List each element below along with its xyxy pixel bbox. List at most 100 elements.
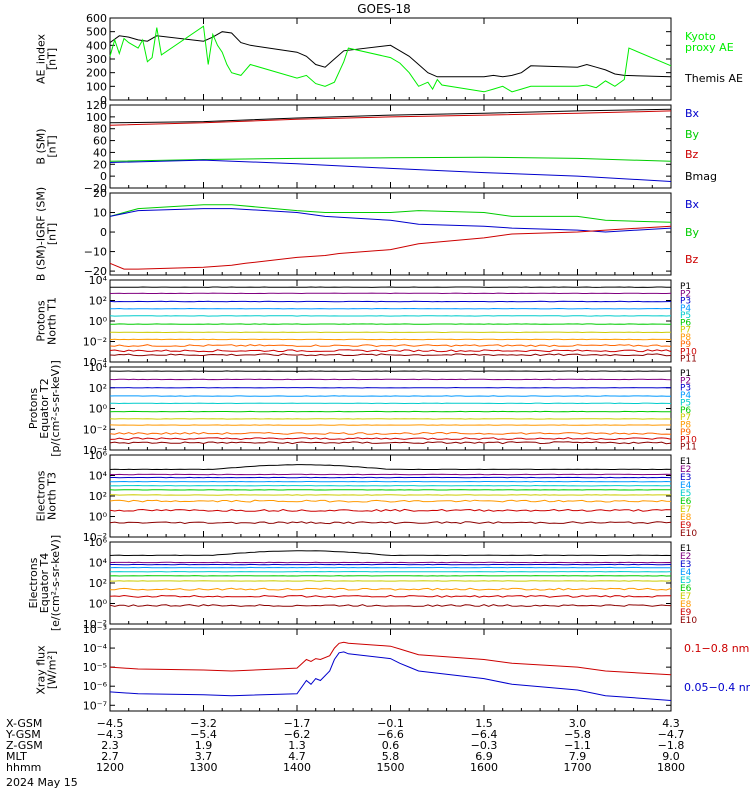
- panel-frame: [109, 104, 672, 189]
- channel-line: [109, 378, 672, 381]
- x-tick-label: −6.4: [471, 728, 498, 741]
- legend-entry: E9: [680, 608, 692, 618]
- legend-entry: P8: [680, 333, 691, 343]
- series-line: [109, 31, 672, 78]
- legend-entry: Bmag: [685, 170, 717, 183]
- y-tick-label: 10²: [89, 382, 107, 395]
- series-line: [109, 225, 672, 270]
- y-axis-title: Protons: [27, 388, 40, 429]
- legend-entry: Bz: [685, 148, 699, 161]
- legend-entry: E6: [680, 584, 692, 594]
- y-tick-label: 10⁴: [89, 557, 108, 570]
- legend-entry: P4: [680, 391, 691, 401]
- y-tick-label: 120: [86, 99, 107, 112]
- y-tick-label: 300: [86, 53, 107, 66]
- channel-line: [109, 594, 672, 598]
- legend-entry: By: [685, 128, 700, 141]
- y-tick-label: 10⁻²: [83, 531, 107, 544]
- y-tick-label: −20: [84, 265, 107, 278]
- panel-frame: [109, 17, 672, 101]
- x-tick-label: 1.3: [288, 739, 306, 752]
- y-tick-label: 10⁰: [89, 315, 108, 328]
- x-tick-label: −1.8: [658, 739, 685, 752]
- y-tick-label: 20: [93, 158, 107, 171]
- y-tick-label: 10⁰: [89, 511, 108, 524]
- x-tick-label: −4.7: [658, 728, 685, 741]
- legend-entry: Themis AE: [684, 72, 743, 85]
- y-tick-label: 60: [93, 135, 107, 148]
- x-tick-label: 7.9: [569, 750, 587, 763]
- legend-entry: 0.1−0.8 nm: [684, 642, 749, 655]
- x-tick-label: 1500: [377, 761, 405, 774]
- x-tick-label: 2.3: [101, 739, 119, 752]
- y-axis-title: [nT]: [46, 48, 59, 70]
- channel-line: [109, 338, 672, 341]
- x-tick-label: 4.3: [662, 717, 680, 730]
- channel-line: [109, 508, 672, 512]
- y-axis-title: North T3: [46, 472, 59, 520]
- y-tick-label: 10⁻⁶: [83, 680, 108, 693]
- legend-entry: P10: [680, 435, 697, 445]
- legend-entry: E3: [680, 560, 691, 570]
- legend-entry: P11: [680, 355, 697, 365]
- legend-entry: E4: [680, 568, 692, 578]
- y-axis-title: North T1: [46, 297, 59, 345]
- legend-entry: E10: [680, 529, 697, 539]
- channel-line: [109, 353, 672, 357]
- legend-entry: E4: [680, 481, 692, 491]
- x-tick-label: 1400: [283, 761, 311, 774]
- legend-entry: P1: [680, 282, 691, 292]
- y-tick-label: 10⁰: [89, 598, 108, 611]
- legend-entry: E9: [680, 521, 692, 531]
- legend-entry: E1: [680, 457, 691, 467]
- x-tick-label: 1600: [470, 761, 498, 774]
- x-tick-label: 2.7: [101, 750, 119, 763]
- channel-line: [109, 484, 672, 487]
- legend-entry: P6: [680, 318, 691, 328]
- legend-entry: E6: [680, 497, 692, 507]
- y-tick-label: 200: [86, 67, 107, 80]
- y-tick-label: 10⁻⁷: [83, 699, 107, 712]
- channel-line: [109, 395, 672, 397]
- legend-entry: P9: [680, 340, 691, 350]
- channel-line: [110, 370, 672, 372]
- legend-entry: proxy AE: [685, 41, 734, 54]
- legend-entry: P3: [680, 297, 691, 307]
- legend-entry: Bx: [685, 107, 700, 120]
- channel-line: [110, 580, 672, 582]
- y-tick-label: 10²: [89, 490, 107, 503]
- x-tick-label: 1.5: [475, 717, 493, 730]
- x-tick-label: −0.1: [377, 717, 404, 730]
- series-line: [109, 651, 672, 701]
- legend-entry: Bz: [685, 253, 699, 266]
- legend-entry: E1: [680, 544, 691, 554]
- x-row-label: X-GSM: [6, 717, 42, 730]
- x-row-label: Z-GSM: [6, 739, 43, 752]
- y-tick-label: 10: [93, 207, 107, 220]
- y-tick-label: 10⁻⁴: [83, 356, 108, 369]
- y-axis-title: [nT]: [46, 223, 59, 245]
- x-tick-label: 3.7: [195, 750, 213, 763]
- legend-entry: P4: [680, 304, 691, 314]
- channel-line: [109, 480, 672, 483]
- y-axis-title: [W/m²]: [46, 651, 59, 689]
- x-tick-label: −4.5: [97, 717, 124, 730]
- legend-entry: E2: [680, 552, 691, 562]
- y-tick-label: 500: [86, 26, 107, 39]
- legend-entry: Kyoto: [685, 30, 716, 43]
- legend-entry: 0.05−0.4 nm: [684, 681, 750, 694]
- series-line: [109, 159, 672, 182]
- legend-entry: P8: [680, 421, 691, 431]
- y-tick-label: 100: [86, 111, 107, 124]
- channel-line: [109, 386, 672, 389]
- x-tick-label: 0.6: [382, 739, 400, 752]
- date-label: 2024 May 15: [6, 776, 78, 789]
- x-tick-label: 6.9: [475, 750, 493, 763]
- legend-entry: E7: [680, 505, 691, 515]
- y-axis-title: [e/(cm²-s-sr-keV)]: [49, 535, 62, 631]
- legend-entry: E2: [680, 465, 691, 475]
